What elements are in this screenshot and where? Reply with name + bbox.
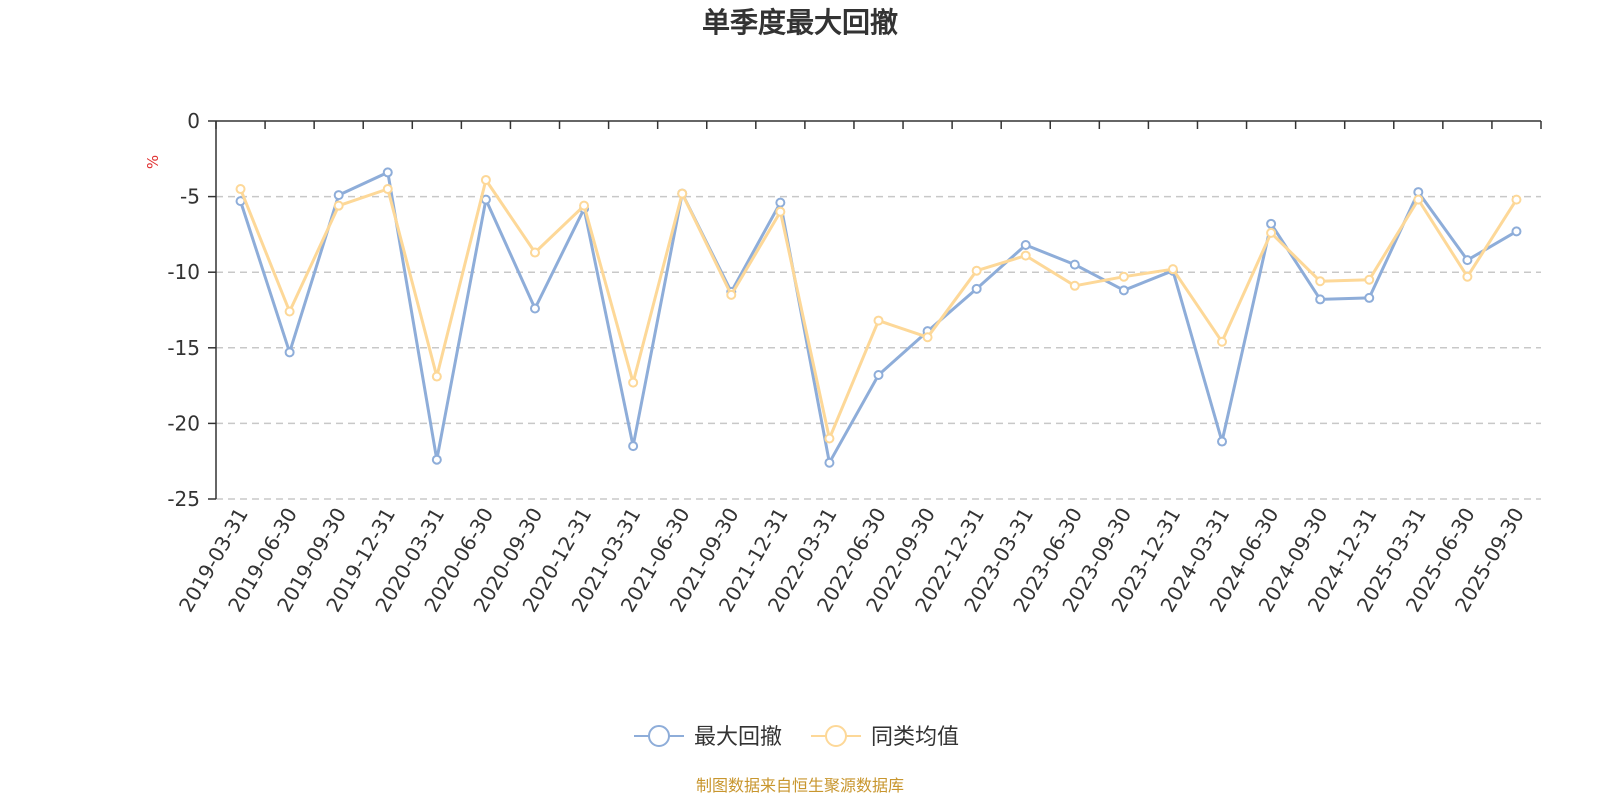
- series-1: [235, 174, 1522, 444]
- y-tick-label-1: -5: [180, 185, 200, 209]
- data-point-1-10[interactable]: [726, 289, 737, 300]
- data-point-0-4[interactable]: [431, 454, 442, 465]
- legend[interactable]: 最大回撤 同类均值: [634, 725, 959, 750]
- y-tick-label-0: 0: [187, 109, 200, 133]
- data-point-1-19[interactable]: [1167, 264, 1178, 275]
- grid-lines: [216, 195, 1541, 500]
- data-point-1-12[interactable]: [824, 433, 835, 444]
- data-point-0-25[interactable]: [1462, 255, 1473, 266]
- y-tick-label-2: -10: [167, 260, 200, 284]
- y-tick-label-3: -15: [167, 336, 200, 360]
- data-point-1-0[interactable]: [235, 184, 246, 195]
- axes: [215, 120, 1541, 499]
- data-point-1-21[interactable]: [1266, 227, 1277, 238]
- data-point-1-20[interactable]: [1217, 336, 1228, 347]
- data-point-0-17[interactable]: [1069, 259, 1080, 270]
- data-point-0-23[interactable]: [1364, 292, 1375, 303]
- data-point-1-26[interactable]: [1511, 194, 1522, 205]
- data-point-1-17[interactable]: [1069, 280, 1080, 291]
- y-axis-unit: %: [144, 155, 162, 169]
- data-point-1-24[interactable]: [1413, 194, 1424, 205]
- data-point-1-13[interactable]: [873, 315, 884, 326]
- chart-title: 单季度最大回撤: [702, 6, 898, 39]
- data-point-1-18[interactable]: [1118, 271, 1129, 282]
- data-point-1-9[interactable]: [677, 188, 688, 199]
- legend-circle-icon: [648, 725, 670, 747]
- source-note: 制图数据来自恒生聚源数据库: [696, 776, 904, 795]
- legend-circle-icon: [825, 725, 847, 747]
- data-point-0-26[interactable]: [1511, 226, 1522, 237]
- data-point-0-16[interactable]: [1020, 239, 1031, 250]
- data-point-1-16[interactable]: [1020, 250, 1031, 261]
- legend-item-1[interactable]: 同类均值: [811, 725, 959, 750]
- data-point-0-20[interactable]: [1217, 436, 1228, 447]
- data-point-1-2[interactable]: [333, 200, 344, 211]
- data-point-0-13[interactable]: [873, 370, 884, 381]
- data-point-0-22[interactable]: [1315, 294, 1326, 305]
- series-layer: [235, 167, 1522, 468]
- data-point-1-1[interactable]: [284, 306, 295, 317]
- data-point-0-6[interactable]: [529, 303, 540, 314]
- series-line-1: [239, 178, 1518, 440]
- data-point-1-23[interactable]: [1364, 274, 1375, 285]
- data-point-1-11[interactable]: [775, 206, 786, 217]
- data-point-0-3[interactable]: [382, 167, 393, 178]
- y-tick-label-5: -25: [167, 487, 200, 511]
- y-tick-label-4: -20: [167, 411, 200, 435]
- data-point-1-3[interactable]: [382, 184, 393, 195]
- data-point-1-5[interactable]: [480, 174, 491, 185]
- data-point-0-18[interactable]: [1118, 285, 1129, 296]
- data-point-1-6[interactable]: [529, 247, 540, 258]
- data-point-1-14[interactable]: [922, 332, 933, 343]
- data-point-1-15[interactable]: [971, 265, 982, 276]
- series-0: [235, 167, 1522, 468]
- data-point-0-12[interactable]: [824, 457, 835, 468]
- data-point-1-25[interactable]: [1462, 271, 1473, 282]
- data-point-0-2[interactable]: [333, 190, 344, 201]
- data-point-0-11[interactable]: [775, 197, 786, 208]
- legend-item-0[interactable]: 最大回撤: [634, 725, 782, 750]
- data-point-1-8[interactable]: [628, 377, 639, 388]
- data-point-1-7[interactable]: [579, 200, 590, 211]
- data-point-0-8[interactable]: [628, 441, 639, 452]
- y-axis-ticks: 0 -5 -10 -15 -20 -25: [167, 109, 216, 511]
- legend-label: 最大回撤: [694, 725, 782, 750]
- legend-label: 同类均值: [871, 725, 959, 750]
- data-point-0-15[interactable]: [971, 283, 982, 294]
- data-point-0-1[interactable]: [284, 347, 295, 358]
- data-point-0-21[interactable]: [1266, 218, 1277, 229]
- data-point-1-4[interactable]: [431, 371, 442, 382]
- data-point-1-22[interactable]: [1315, 276, 1326, 287]
